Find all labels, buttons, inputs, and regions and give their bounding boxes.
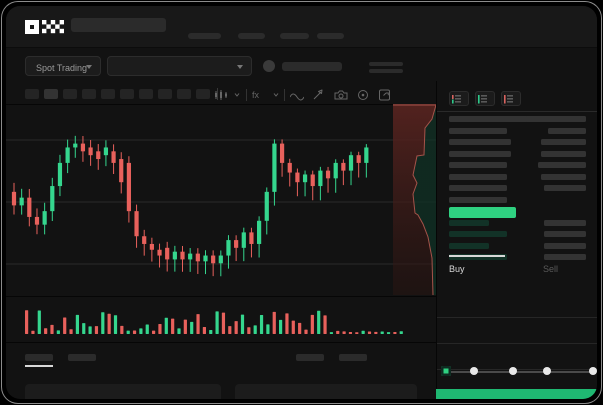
- svg-text:fx: fx: [252, 90, 260, 100]
